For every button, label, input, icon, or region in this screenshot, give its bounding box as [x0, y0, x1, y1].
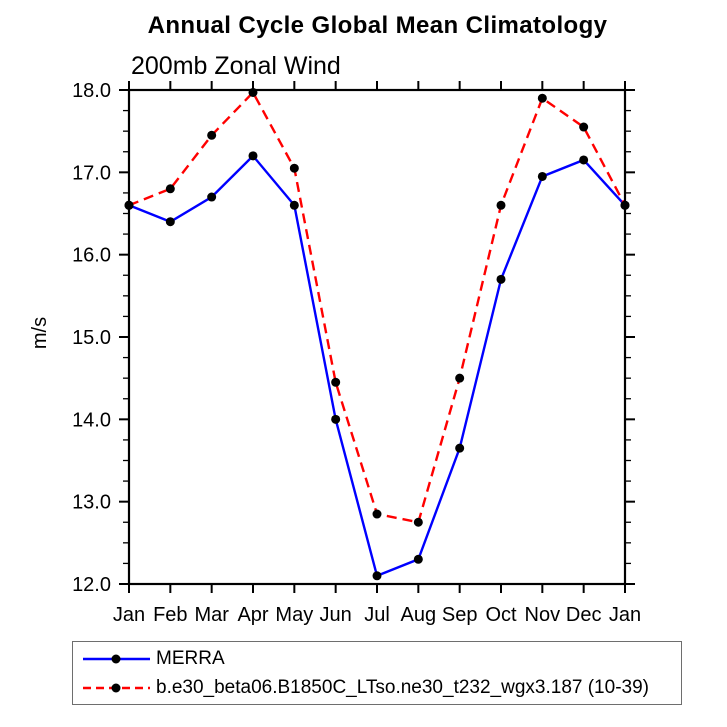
y-tick-label: 14.0 [72, 409, 111, 431]
legend-marker-dot-icon [111, 683, 121, 692]
x-tick-label: Jun [320, 604, 352, 626]
model-data-point [579, 122, 589, 132]
model-data-point [124, 200, 134, 210]
chart-title: Annual Cycle Global Mean Climatology [147, 12, 608, 39]
y-tick-label: 12.0 [72, 574, 111, 596]
plot-generated-content: Jan Feb Mar Apr May Jun Jul Aug Sep Oct Nov Dec Jan1… [72, 80, 641, 626]
plot-area: m/s Jan Feb Mar Apr May Jun Jul Aug Sep Oct Nov Dec… [29, 80, 641, 626]
model-data-point [496, 200, 506, 210]
legend-marker-dot-icon [111, 654, 121, 663]
x-tick-label: Feb [153, 604, 187, 626]
legend-item-model: b.e30_beta06.B1850C_LTso.ne30_t232_wgx3.… [73, 673, 681, 702]
model-data-point [248, 87, 258, 97]
x-tick-label: Jan [609, 604, 641, 626]
model-data-point [331, 377, 341, 387]
x-tick-label: Oct [485, 604, 517, 626]
y-tick-label: 17.0 [72, 162, 111, 184]
legend-label-model: b.e30_beta06.B1850C_LTso.ne30_t232_wgx3.… [156, 677, 649, 698]
model-line [128, 90, 627, 524]
y-tick-label: 18.0 [72, 80, 111, 102]
merra-data-point [413, 554, 423, 564]
x-tick-label: Dec [566, 604, 602, 626]
y-tick-label: 13.0 [72, 492, 111, 514]
model-data-point [455, 373, 465, 383]
merra-data-point [372, 571, 382, 581]
model-data-point [413, 517, 423, 527]
model-data-point [620, 200, 630, 210]
x-tick-label: Apr [237, 604, 268, 626]
model-data-point [165, 184, 175, 194]
legend-item-merra: MERRA [73, 644, 681, 673]
merra-data-point [579, 155, 589, 165]
merra-data-point [289, 200, 299, 210]
model-data-point [372, 509, 382, 519]
x-tick-label: May [275, 604, 313, 626]
x-tick-label: Nov [525, 604, 561, 626]
merra-data-point [455, 443, 465, 453]
x-tick-label: Aug [401, 604, 437, 626]
model-data-point [207, 130, 217, 140]
model-line-sample-icon [83, 683, 150, 692]
model-data-point [537, 93, 547, 103]
x-tick-label: Jul [364, 604, 390, 626]
y-axis-label: m/s [29, 317, 51, 349]
y-tick-label: 16.0 [72, 245, 111, 267]
legend-box: MERRA b.e30_beta06.B1850C_LTso.ne30_t232… [72, 641, 682, 705]
model-data-point [289, 163, 299, 173]
merra-data-point [537, 171, 547, 181]
merra-data-point [331, 414, 341, 424]
chart-subtitle: 200mb Zonal Wind [131, 52, 341, 80]
merra-data-point [248, 151, 258, 161]
x-tick-label: Jan [113, 604, 145, 626]
merra-data-point [165, 217, 175, 227]
x-tick-label: Sep [442, 604, 478, 626]
merra-line-sample-icon [83, 654, 150, 663]
legend-label-merra: MERRA [156, 648, 225, 669]
merra-data-point [207, 192, 217, 202]
merra-data-point [496, 274, 506, 284]
x-tick-label: Mar [194, 604, 229, 626]
y-tick-label: 15.0 [72, 327, 111, 349]
